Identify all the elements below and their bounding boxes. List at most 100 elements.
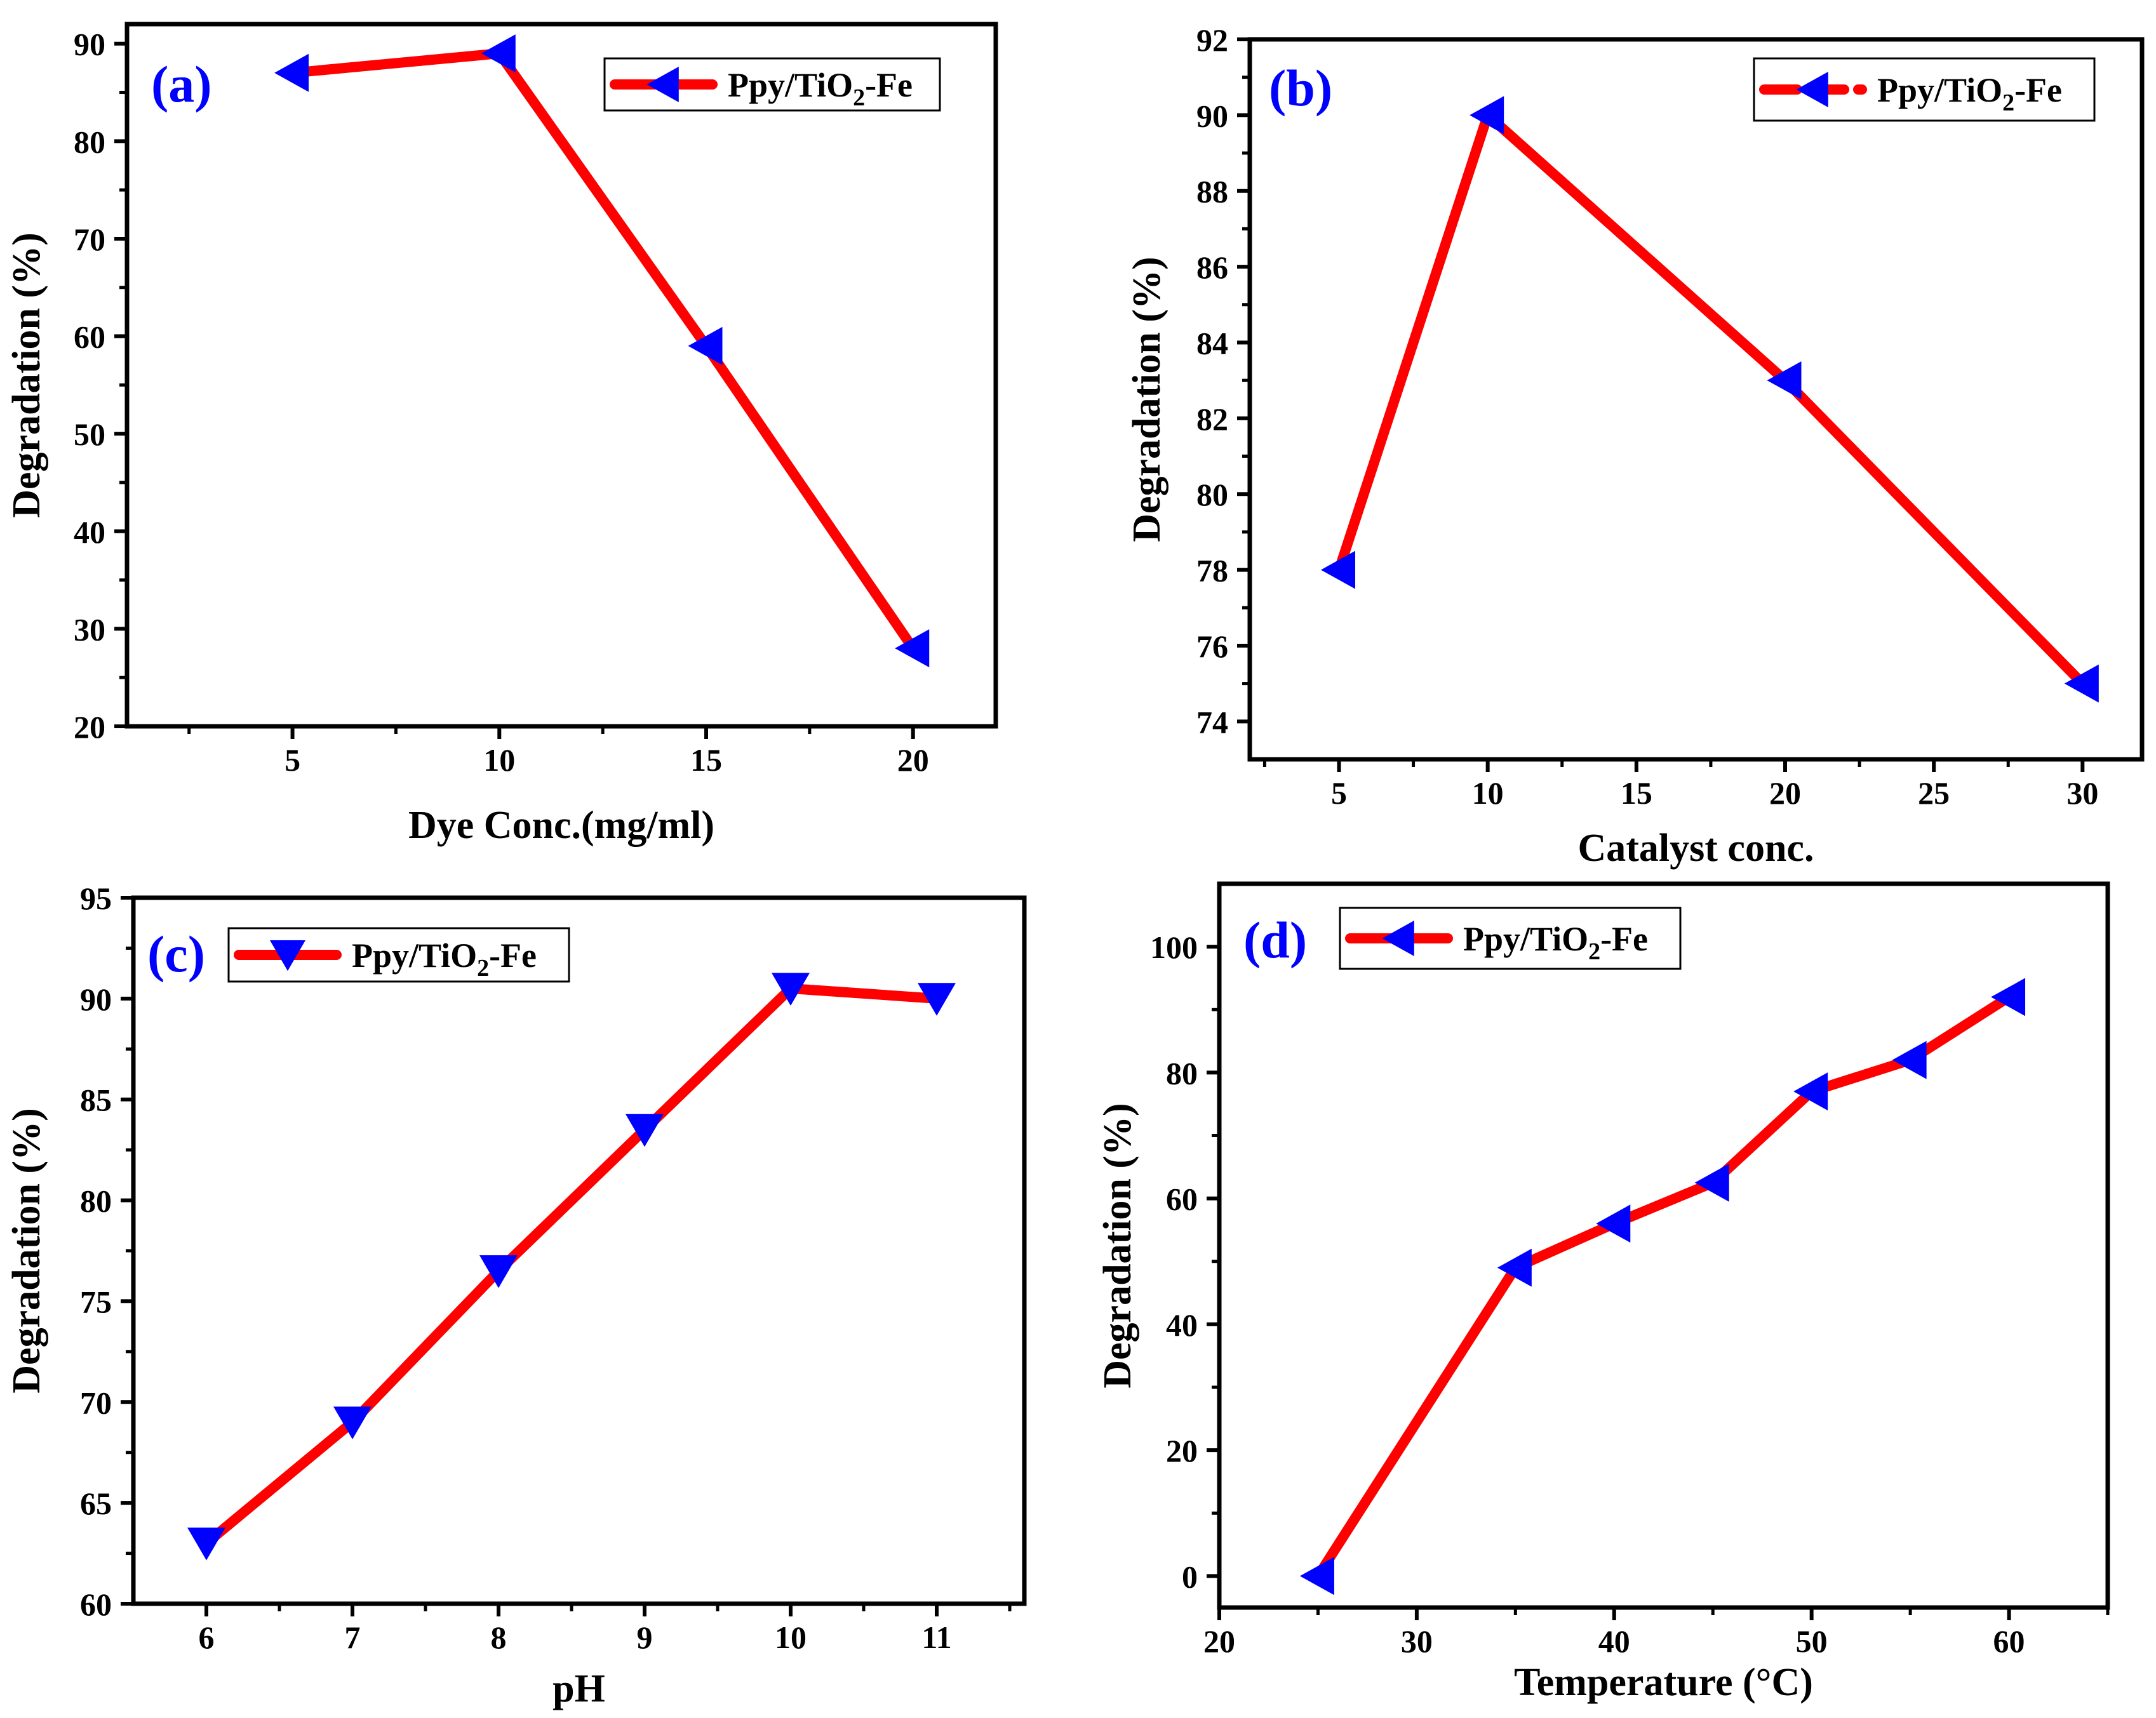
legend-label-subscript: 2 [1588, 938, 1600, 965]
y-tick-label: 90 [1196, 98, 1228, 133]
data-point [1470, 96, 1504, 135]
panel-label: (a) [151, 55, 212, 113]
y-tick-label: 20 [1166, 1433, 1198, 1468]
y-tick-label: 82 [1196, 401, 1228, 437]
x-tick-label: 7 [345, 1620, 361, 1655]
data-point [187, 1528, 225, 1561]
y-tick-label: 84 [1196, 325, 1228, 361]
data-point [772, 973, 810, 1006]
legend-marker [1382, 921, 1414, 956]
x-tick-label: 40 [1598, 1623, 1630, 1659]
data-point [688, 326, 723, 365]
legend-label-subscript: 2 [853, 84, 865, 111]
x-axis-label: Dye Conc.(mg/ml) [408, 804, 714, 847]
y-tick-label: 80 [80, 1183, 112, 1219]
plot-frame [1217, 881, 2110, 1610]
y-tick-label: 60 [74, 319, 105, 355]
y-tick-label: 75 [80, 1284, 112, 1319]
y-tick-label: 40 [74, 514, 105, 550]
legend-label-prefix: Ppy/TiO [1463, 920, 1588, 958]
x-tick-label: 9 [637, 1620, 653, 1655]
x-tick-label: 10 [1472, 775, 1504, 811]
y-tick-label: 65 [80, 1486, 112, 1521]
legend-label: Ppy/TiO2-Fe [1877, 71, 2062, 116]
x-tick-label: 30 [1401, 1623, 1433, 1659]
x-tick-label: 10 [483, 742, 515, 778]
panel-label: (b) [1269, 59, 1332, 117]
legend: Ppy/TiO2-Fe [1339, 907, 1682, 970]
y-tick-label: 60 [1166, 1182, 1198, 1217]
y-tick-label: 88 [1196, 174, 1228, 210]
legend-label: Ppy/TiO2-Fe [352, 936, 537, 982]
y-tick-label: 80 [1196, 477, 1228, 512]
legend: Ppy/TiO2-Fe [227, 927, 570, 983]
y-axis-label: Degradation (%) [5, 232, 48, 517]
panel-label: (c) [147, 925, 205, 983]
data-point [274, 53, 309, 92]
legend-label-suffix: -Fe [865, 66, 913, 104]
data-point [1767, 361, 1802, 400]
legend-label-suffix: -Fe [489, 936, 537, 975]
y-tick-label: 100 [1150, 929, 1198, 965]
plot-frame [1247, 37, 2145, 762]
x-tick-label: 50 [1796, 1623, 1828, 1659]
y-axis-label: Degradation (%) [5, 1108, 48, 1393]
y-tick-label: 90 [74, 27, 105, 62]
y-axis-label: Degradation (%) [1125, 256, 1168, 542]
data-point [918, 983, 956, 1016]
x-tick-label: 20 [1769, 775, 1801, 811]
chart-panel-c: 60 65 70 75 80 85 90 95 6 7 8 9 10 11 pH Degradation (%… [5, 881, 1027, 1710]
data-point [333, 1406, 372, 1440]
legend-label-subscript: 2 [2002, 90, 2014, 116]
data-point [1321, 550, 1355, 589]
legend-label-prefix: Ppy/TiO [1877, 71, 2002, 109]
y-tick-label: 0 [1182, 1559, 1198, 1594]
y-tick-label: 30 [74, 611, 105, 647]
data-point [1793, 1072, 1828, 1111]
legend-marker [1796, 72, 1828, 107]
y-tick-label: 70 [80, 1385, 112, 1420]
y-tick-label: 20 [74, 709, 105, 745]
series-line [201, 983, 942, 1548]
x-tick-label: 5 [285, 742, 300, 778]
legend-marker [646, 67, 679, 102]
legend-label-suffix: -Fe [2014, 71, 2062, 109]
y-tick-label: 85 [80, 1082, 112, 1118]
y-tick-label: 80 [74, 124, 105, 159]
series-line [1334, 110, 2088, 689]
x-tick-label: 5 [1331, 775, 1347, 811]
y-tick-label: 80 [1166, 1055, 1198, 1091]
y-tick-label: 60 [80, 1587, 112, 1622]
y-tick-label: 92 [1196, 22, 1228, 58]
y-tick-label: 90 [80, 982, 112, 1017]
plot-frame [124, 22, 998, 729]
x-tick-label: 20 [897, 742, 929, 778]
panel-label: (d) [1243, 911, 1307, 969]
x-tick-label: 15 [690, 742, 722, 778]
legend-label-subscript: 2 [477, 955, 489, 982]
data-point [1892, 1041, 1927, 1079]
x-axis-label: Catalyst conc. [1578, 827, 1814, 870]
x-tick-label: 15 [1621, 775, 1652, 811]
data-point [626, 1114, 664, 1147]
series-line [1313, 992, 2014, 1581]
series-line [287, 48, 918, 654]
legend-marker [270, 940, 305, 971]
data-point [479, 1255, 518, 1288]
legend-label: Ppy/TiO2-Fe [1463, 920, 1648, 965]
x-tick-label: 25 [1918, 775, 1950, 811]
y-tick-label: 40 [1166, 1307, 1198, 1343]
y-tick-label: 76 [1196, 629, 1228, 664]
y-tick-label: 78 [1196, 553, 1228, 589]
y-tick-label: 95 [80, 881, 112, 916]
chart-panel-b: 74 76 78 80 82 84 86 88 90 92 5 10 15 20 25 30 Catalyst … [1125, 22, 2145, 870]
x-axis-label: pH [552, 1667, 605, 1710]
data-point [481, 34, 516, 73]
data-point [1991, 978, 2026, 1016]
data-point [2064, 664, 2099, 703]
legend: Ppy/TiO2-Fe [1753, 57, 2096, 122]
x-tick-label: 6 [199, 1620, 215, 1655]
data-point [1299, 1557, 1334, 1595]
